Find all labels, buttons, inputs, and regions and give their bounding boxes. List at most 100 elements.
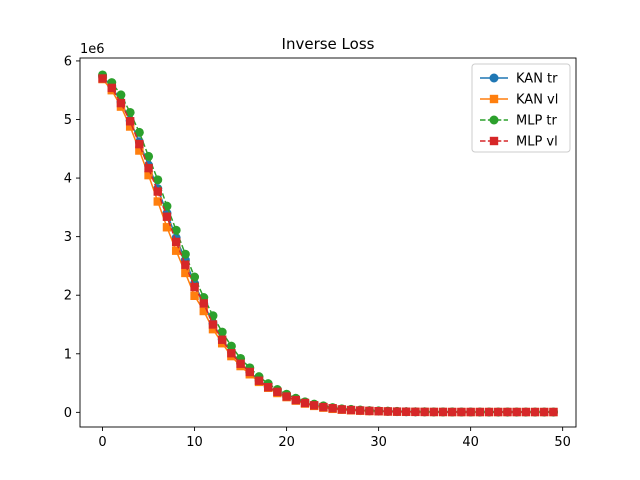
data-point [402, 407, 411, 416]
data-point [153, 187, 162, 196]
data-point [162, 223, 172, 232]
legend-entry-mlp-tr: MLP tr [480, 114, 558, 129]
data-point [365, 406, 374, 416]
data-point [171, 246, 181, 255]
data-point [540, 407, 549, 417]
data-point [319, 402, 328, 412]
x-tick-label: 0 [98, 435, 106, 450]
x-tick-label: 20 [278, 435, 295, 450]
x-tick-label: 30 [370, 435, 387, 450]
legend-label: KAN vl [516, 93, 558, 108]
data-point [125, 122, 135, 131]
data-point [300, 398, 310, 408]
y-tick-label: 1 [64, 347, 72, 362]
data-point [190, 282, 199, 292]
data-point [457, 407, 466, 417]
axes: 0 10 20 30 40 50 0 1 2 3 4 5 6 [64, 54, 577, 450]
data-point [181, 260, 190, 269]
y-tick-label: 5 [64, 113, 72, 128]
data-point [254, 376, 264, 385]
data-point [392, 407, 402, 416]
data-point [153, 175, 163, 185]
data-point [181, 268, 190, 278]
data-point [383, 407, 393, 416]
legend-box [471, 63, 571, 153]
data-point [125, 107, 135, 117]
data-point [208, 324, 218, 334]
series-mlp-vl [98, 74, 558, 417]
data-point [208, 320, 218, 329]
data-point [429, 407, 439, 417]
data-point [144, 163, 153, 173]
axes-frame [79, 57, 577, 428]
x-tick-label: 50 [554, 435, 571, 450]
data-point [512, 407, 521, 417]
data-point [98, 74, 107, 83]
y-offset-label: 1e6 [80, 42, 105, 57]
data-point [291, 395, 300, 405]
data-point [411, 407, 420, 417]
data-point [227, 349, 236, 358]
y-tick-label: 0 [64, 406, 72, 421]
y-tick-label: 4 [64, 172, 72, 187]
data-point [530, 407, 540, 417]
data-point [144, 151, 154, 161]
data-point [236, 359, 245, 368]
y-tick-label: 3 [64, 230, 72, 245]
data-point [217, 327, 227, 337]
data-point [466, 407, 475, 417]
data-point [374, 406, 383, 416]
legend-marker [489, 136, 499, 146]
data-point [549, 407, 558, 417]
data-point [245, 367, 254, 377]
data-point [475, 407, 485, 417]
data-point [263, 382, 273, 392]
data-point [116, 98, 126, 108]
data-point [337, 405, 347, 414]
legend-marker [489, 94, 499, 104]
legend-marker [489, 73, 499, 83]
legend-entry-kan-vl: KAN vl [480, 93, 558, 108]
data-point [484, 407, 494, 417]
legend-entry-mlp-vl: MLP vl [480, 135, 558, 150]
x-tick-label: 40 [462, 435, 479, 450]
data-point [328, 404, 337, 413]
data-point [448, 407, 457, 417]
data-point [134, 127, 144, 137]
x-tick-label: 10 [186, 435, 203, 450]
y-tick-label: 2 [64, 289, 72, 304]
legend-label: MLP tr [516, 114, 558, 129]
data-point [420, 407, 429, 417]
data-point [199, 299, 208, 308]
data-point [162, 212, 172, 221]
data-point [135, 146, 144, 155]
data-point [153, 197, 162, 206]
data-point [144, 170, 153, 180]
data-point [346, 405, 356, 415]
data-point [282, 392, 291, 401]
legend-label: MLP vl [516, 135, 558, 150]
data-point [273, 387, 282, 397]
data-point [190, 272, 200, 282]
data-point [107, 83, 116, 93]
data-point [199, 306, 208, 316]
data-point [494, 407, 503, 417]
data-point [521, 407, 531, 417]
data-point [180, 249, 190, 259]
chart-title: Inverse Loss [282, 35, 375, 53]
legend-entry-kan-tr: KAN tr [480, 72, 558, 87]
y-tick-label: 6 [64, 54, 72, 69]
data-point [438, 407, 448, 417]
data-point [217, 335, 227, 344]
plot-area [98, 70, 558, 417]
data-point [171, 225, 181, 235]
data-point [356, 406, 365, 415]
data-point [503, 407, 512, 417]
data-point [171, 237, 181, 247]
data-point [135, 139, 144, 149]
legend-marker [489, 115, 499, 125]
legend: KAN tr KAN vl MLP tr MLP vl [471, 63, 571, 153]
legend-label: KAN tr [516, 72, 558, 87]
data-point [125, 117, 135, 126]
